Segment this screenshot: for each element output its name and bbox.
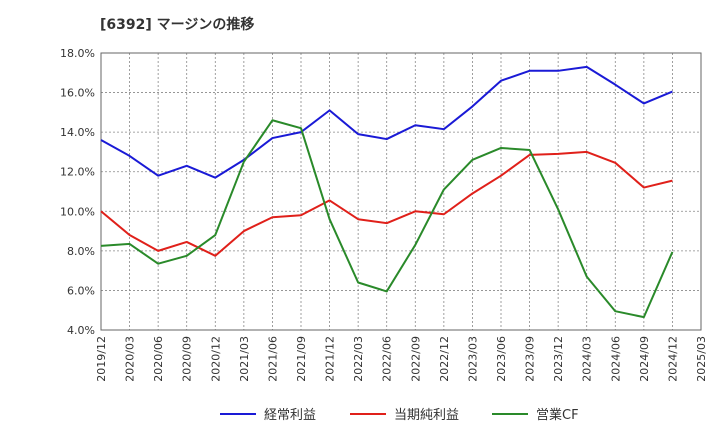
- x-tick-label: 2021/03: [238, 336, 251, 382]
- y-axis-ticks: 4.0% 6.0% 8.0% 10.0% 12.0% 14.0% 16.0% 18.0%: [60, 47, 95, 337]
- x-tick-label: 2023/09: [524, 336, 537, 382]
- x-tick-label: 2022/12: [438, 336, 451, 382]
- x-tick-label: 2024/12: [666, 336, 679, 382]
- x-tick-label: 2022/06: [381, 336, 394, 382]
- x-tick-label: 2024/06: [609, 336, 622, 382]
- x-tick-label: 2022/03: [352, 336, 365, 382]
- series-line-1: [100, 150, 673, 257]
- x-tick-label: 2020/12: [209, 336, 222, 382]
- x-tick-label: 2024/03: [581, 336, 594, 382]
- series-line-0: [100, 65, 673, 179]
- chart-title: [6392] マージンの推移: [100, 17, 255, 33]
- y-tick-label: 8.0%: [67, 245, 95, 258]
- x-tick-label: 2022/09: [409, 336, 422, 382]
- x-tick-label: 2019/12: [95, 336, 108, 382]
- legend: 経常利益 当期純利益 営業CF: [220, 407, 579, 423]
- x-tick-label: 2021/09: [295, 336, 308, 382]
- x-tick-label: 2023/06: [495, 336, 508, 382]
- x-tick-label: 2024/09: [638, 336, 651, 382]
- legend-label-1: 当期純利益: [394, 408, 459, 423]
- x-tick-label: 2020/03: [124, 336, 137, 382]
- y-tick-label: 18.0%: [60, 47, 95, 60]
- y-tick-label: 6.0%: [67, 284, 95, 297]
- x-tick-label: 2021/12: [324, 336, 337, 382]
- series-line-2: [100, 119, 674, 319]
- y-tick-label: 16.0%: [60, 87, 95, 100]
- x-axis-ticks: 2019/12 2020/03 2020/06 2020/09 2020/12 2021/…: [95, 336, 708, 382]
- plot-frame: [100, 52, 702, 331]
- legend-label-0: 経常利益: [264, 408, 316, 423]
- y-tick-label: 4.0%: [67, 324, 95, 337]
- y-tick-label: 12.0%: [60, 166, 95, 179]
- series-lines: [100, 65, 674, 319]
- x-tick-label: 2020/06: [152, 336, 165, 382]
- x-tick-label: 2023/03: [466, 336, 479, 382]
- legend-label-2: 営業CF: [536, 407, 579, 423]
- x-tick-label: 2023/12: [552, 336, 565, 382]
- y-tick-label: 10.0%: [60, 205, 95, 218]
- x-tick-label: 2020/09: [181, 336, 194, 382]
- x-tick-label: 2025/03: [695, 336, 708, 382]
- x-tick-label: 2021/06: [266, 336, 279, 382]
- y-tick-label: 14.0%: [60, 126, 95, 139]
- grid-lines: [101, 53, 701, 330]
